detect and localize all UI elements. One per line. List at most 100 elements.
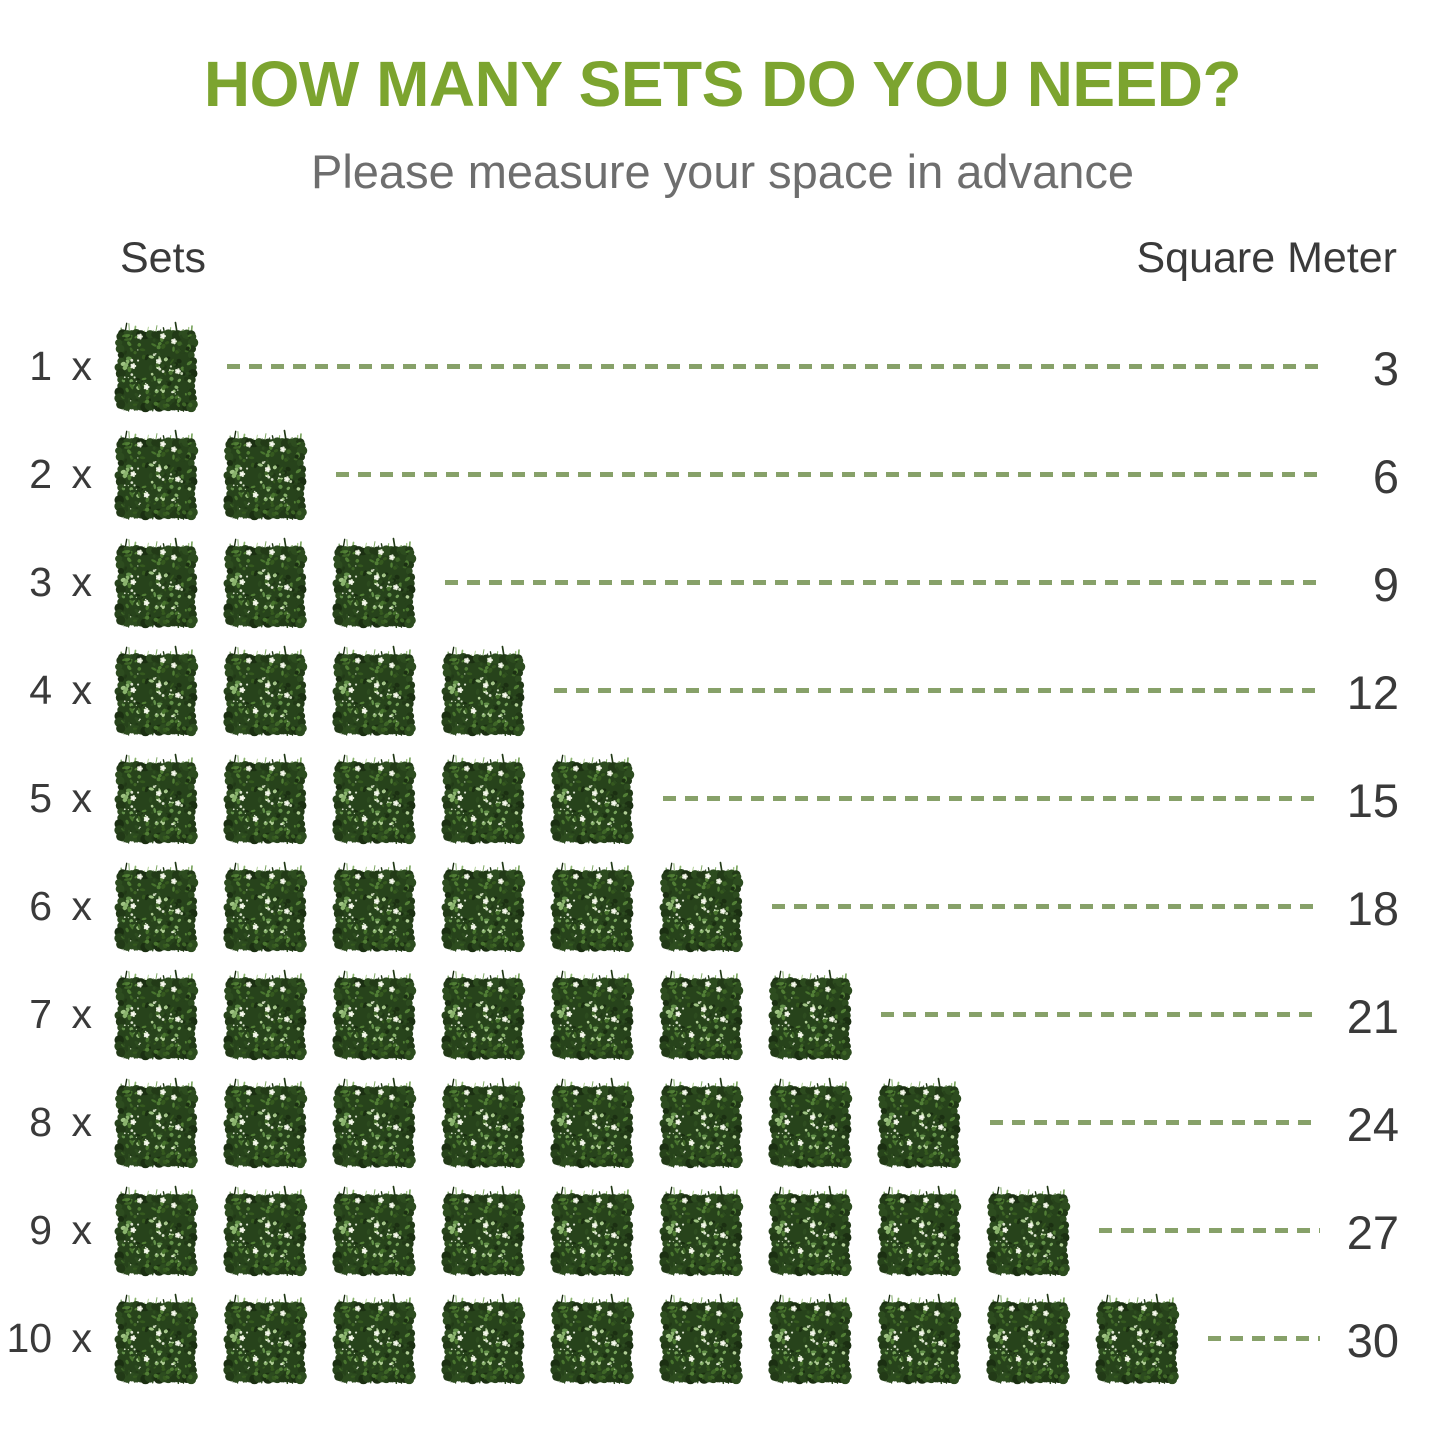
- dashed-connector-line: [336, 471, 1320, 477]
- hedge-tile-icon: [221, 535, 309, 630]
- table-row: 9 x 27: [0, 1176, 1445, 1284]
- table-row: 4 x 12: [0, 636, 1445, 744]
- hedge-tiles-group: [112, 319, 200, 414]
- hedge-tile-icon: [548, 1183, 636, 1278]
- hedge-tile-icon: [112, 1183, 200, 1278]
- hedge-tile-icon: [221, 1291, 309, 1386]
- square-meter-value: 15: [1346, 773, 1399, 827]
- pictogram-rows: 1 x 3 2 x 6 3 x 9 4 x 12 5 x 15 6 x 18 7…: [0, 312, 1445, 1392]
- page-subtitle: Please measure your space in advance: [311, 145, 1134, 198]
- hedge-tile-icon: [984, 1291, 1072, 1386]
- hedge-tiles-group: [112, 1291, 1181, 1386]
- hedge-tiles-group: [112, 967, 854, 1062]
- hedge-tile-icon: [330, 643, 418, 738]
- dashed-connector-line: [663, 795, 1320, 801]
- hedge-tile-icon: [439, 967, 527, 1062]
- table-row: 10 x 30: [0, 1284, 1445, 1392]
- table-row: 8 x 24: [0, 1068, 1445, 1176]
- hedge-tile-icon: [766, 1075, 854, 1170]
- hedge-tile-icon: [112, 751, 200, 846]
- hedge-tiles-group: [112, 751, 636, 846]
- hedge-tile-icon: [221, 427, 309, 522]
- dashed-connector-line: [554, 687, 1320, 693]
- dashed-connector-line: [881, 1011, 1320, 1017]
- dashed-connector-line: [227, 363, 1320, 369]
- sets-count-label: 8 x: [29, 1098, 92, 1145]
- hedge-tile-icon: [1093, 1291, 1181, 1386]
- column-header-sets: Sets: [120, 234, 207, 282]
- hedge-tile-icon: [112, 427, 200, 522]
- hedge-tile-icon: [112, 319, 200, 414]
- square-meter-value: 6: [1372, 449, 1399, 503]
- hedge-tile-icon: [330, 1291, 418, 1386]
- hedge-tile-icon: [875, 1075, 963, 1170]
- square-meter-value: 24: [1346, 1097, 1399, 1151]
- hedge-tiles-group: [112, 427, 309, 522]
- hedge-tile-icon: [548, 967, 636, 1062]
- hedge-tile-icon: [221, 1075, 309, 1170]
- square-meter-value: 12: [1346, 665, 1399, 719]
- sets-count-label: 10 x: [6, 1314, 93, 1361]
- dashed-connector-line: [990, 1119, 1320, 1125]
- hedge-tile-icon: [221, 643, 309, 738]
- hedge-tile-icon: [112, 1291, 200, 1386]
- dashed-connector-line: [1099, 1227, 1320, 1233]
- dashed-connector-line: [772, 903, 1320, 909]
- hedge-tile-icon: [112, 1075, 200, 1170]
- column-header-square-meter: Square Meter: [1136, 234, 1397, 282]
- sets-count-label: 9 x: [29, 1206, 92, 1253]
- hedge-tile-icon: [548, 751, 636, 846]
- square-meter-value: 21: [1346, 989, 1399, 1043]
- hedge-tile-icon: [112, 967, 200, 1062]
- hedge-tile-icon: [112, 643, 200, 738]
- sets-count-label: 1 x: [29, 342, 92, 389]
- sets-count-label: 5 x: [29, 774, 92, 821]
- square-meter-value: 9: [1372, 557, 1399, 611]
- sets-count-label: 3 x: [29, 558, 92, 605]
- dashed-connector-line: [445, 579, 1320, 585]
- hedge-tiles-group: [112, 535, 418, 630]
- hedge-tile-icon: [112, 535, 200, 630]
- hedge-tile-icon: [330, 751, 418, 846]
- dashed-connector-line: [1208, 1335, 1320, 1341]
- hedge-tile-icon: [766, 1291, 854, 1386]
- hedge-tile-icon: [221, 967, 309, 1062]
- hedge-tile-icon: [657, 1183, 745, 1278]
- table-row: 3 x 9: [0, 528, 1445, 636]
- hedge-tiles-group: [112, 643, 527, 738]
- column-headers: Sets Square Meter: [0, 195, 1445, 280]
- hedge-tile-icon: [221, 1183, 309, 1278]
- sets-count-label: 6 x: [29, 882, 92, 929]
- square-meter-value: 3: [1372, 341, 1399, 395]
- table-row: 1 x 3: [0, 312, 1445, 420]
- hedge-tile-icon: [657, 1291, 745, 1386]
- hedge-tiles-group: [112, 1075, 963, 1170]
- hedge-tile-icon: [330, 859, 418, 954]
- sets-count-label: 4 x: [29, 666, 92, 713]
- hedge-tile-icon: [330, 1183, 418, 1278]
- sets-count-label: 7 x: [29, 990, 92, 1037]
- hedge-tile-icon: [657, 967, 745, 1062]
- hedge-tile-icon: [657, 859, 745, 954]
- hedge-tile-icon: [112, 859, 200, 954]
- hedge-tile-icon: [439, 643, 527, 738]
- hedge-tile-icon: [439, 1183, 527, 1278]
- hedge-tile-icon: [548, 859, 636, 954]
- hedge-tile-icon: [439, 859, 527, 954]
- hedge-tile-icon: [330, 967, 418, 1062]
- sets-count-label: 2 x: [29, 450, 92, 497]
- hedge-tiles-group: [112, 859, 745, 954]
- hedge-tile-icon: [439, 1291, 527, 1386]
- table-row: 2 x 6: [0, 420, 1445, 528]
- table-row: 7 x 21: [0, 960, 1445, 1068]
- hedge-tile-icon: [330, 535, 418, 630]
- square-meter-value: 30: [1346, 1313, 1399, 1367]
- hedge-tile-icon: [657, 1075, 745, 1170]
- hedge-tile-icon: [439, 751, 527, 846]
- hedge-tile-icon: [766, 967, 854, 1062]
- hedge-tile-icon: [221, 751, 309, 846]
- hedge-tile-icon: [984, 1183, 1072, 1278]
- hedge-tile-icon: [221, 859, 309, 954]
- hedge-tile-icon: [439, 1075, 527, 1170]
